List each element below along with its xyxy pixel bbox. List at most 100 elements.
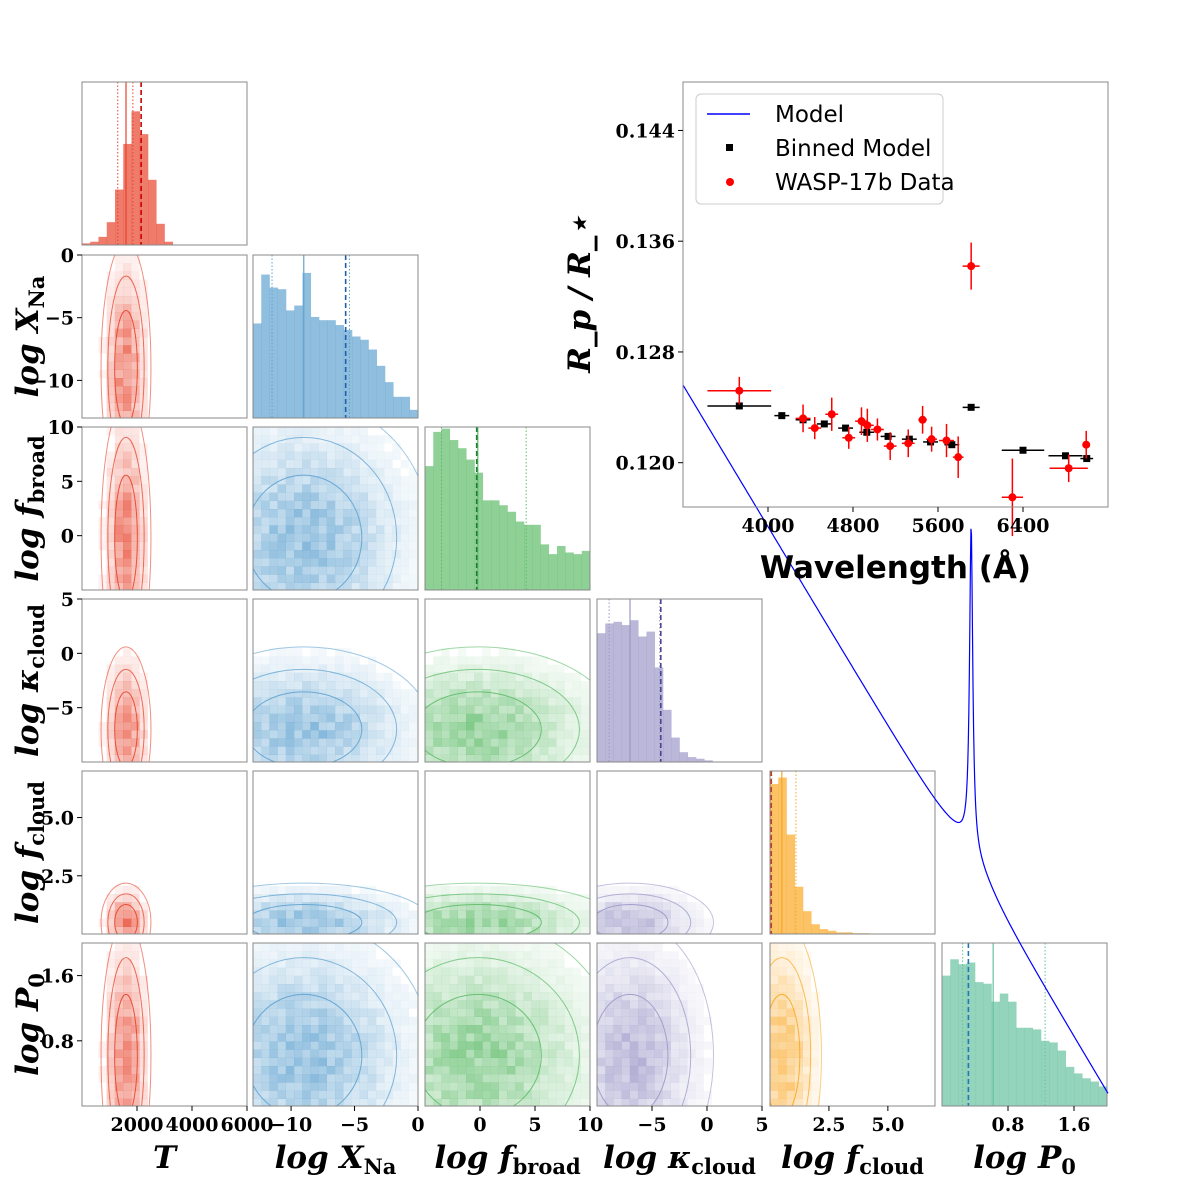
density-cell: [114, 713, 124, 723]
density-cell: [408, 705, 418, 714]
density-cell: [253, 1057, 262, 1067]
density-cell: [490, 1049, 499, 1058]
density-cell: [359, 427, 368, 436]
density-cell: [114, 738, 124, 747]
density-cell: [654, 984, 663, 993]
density-cell: [564, 705, 573, 714]
density-cell: [335, 1082, 344, 1091]
density-cell: [425, 697, 434, 706]
density-cell: [474, 672, 483, 682]
density-cell: [253, 492, 262, 501]
density-cell: [131, 402, 140, 411]
density-cell: [400, 689, 409, 698]
hist-bar: [1008, 1001, 1017, 1106]
density-cell: [310, 951, 319, 960]
density-cell: [131, 722, 140, 731]
density-cell: [253, 550, 262, 559]
density-cell: [572, 1049, 581, 1058]
density-cell: [269, 1049, 278, 1058]
density-cell: [580, 992, 590, 1001]
density-cell: [98, 345, 107, 354]
density-cell: [662, 894, 671, 903]
density-cell: [114, 361, 124, 370]
density-cell: [556, 951, 565, 960]
density-cell: [123, 492, 132, 501]
density-cell: [433, 722, 442, 731]
density-cell: [507, 705, 516, 714]
density-cell: [425, 975, 434, 985]
density-cell: [277, 509, 286, 518]
density-cell: [359, 500, 368, 510]
spectrum-y-label: R_p / R_⋆: [562, 215, 598, 374]
density-cell: [114, 885, 124, 895]
density-cell: [670, 1008, 680, 1017]
hist-bar: [1024, 1027, 1034, 1106]
density-cell: [638, 918, 647, 927]
density-cell: [662, 1025, 671, 1034]
density-cell: [294, 894, 303, 903]
density-cell: [106, 1057, 115, 1067]
density-cell: [384, 1033, 393, 1042]
density-cell: [613, 910, 622, 919]
density-cell: [310, 517, 319, 526]
density-layer: [98, 882, 152, 934]
density-cell: [457, 967, 467, 976]
density-cell: [343, 468, 352, 477]
density-cell: [376, 959, 385, 968]
density-cell: [572, 705, 581, 714]
density-cell: [539, 746, 549, 755]
density-cell: [294, 525, 303, 534]
density-cell: [523, 967, 532, 976]
density-cell: [556, 713, 565, 723]
density-cell: [564, 746, 573, 755]
density-cell: [139, 279, 148, 288]
density-cell: [335, 910, 344, 919]
hist-bar: [499, 505, 508, 590]
hist-bar: [507, 511, 517, 590]
density-cell: [285, 697, 295, 706]
density-cell: [466, 1041, 475, 1050]
density-cell: [498, 967, 508, 976]
density-cell: [498, 1090, 508, 1099]
density-cell: [302, 738, 311, 747]
density-cell: [269, 1074, 278, 1083]
density-cell: [294, 902, 303, 911]
density-cell: [106, 992, 115, 1001]
density-cell: [466, 1066, 475, 1075]
density-cell: [335, 427, 344, 436]
density-cell: [679, 1008, 688, 1017]
density-cell: [466, 1008, 475, 1017]
density-cell: [580, 746, 590, 755]
density-cell: [507, 738, 516, 747]
density-cell: [811, 1000, 820, 1009]
density-cell: [131, 484, 140, 493]
density-cell: [400, 459, 409, 469]
density-cell: [351, 1025, 360, 1034]
density-cell: [351, 1041, 360, 1050]
spectrum-y-tick-label: 0.120: [616, 453, 676, 475]
density-cell: [106, 328, 115, 338]
legend-binned-swatch: [726, 144, 733, 151]
legend-box: [695, 93, 944, 205]
density-cell: [572, 754, 581, 762]
density-cell: [131, 1025, 140, 1034]
density-cell: [139, 574, 148, 583]
density-contour: [100, 427, 152, 590]
density-cell: [294, 926, 303, 934]
density-cell: [572, 1016, 581, 1026]
density-cell: [498, 918, 508, 927]
density-cell: [367, 1098, 377, 1106]
density-cell: [572, 918, 581, 927]
density-cell: [367, 664, 377, 673]
density-cell: [310, 1074, 319, 1083]
density-cell: [384, 1008, 393, 1017]
density-cell: [359, 664, 368, 673]
density-panel-log_f_broad-log_f_cloud: [424, 770, 591, 935]
density-cell: [572, 1025, 581, 1034]
density-cell: [123, 902, 132, 911]
density-cell: [294, 656, 303, 665]
density-cell: [285, 1049, 295, 1058]
density-cell: [482, 902, 491, 911]
density-cell: [269, 656, 278, 665]
density-cell: [131, 574, 140, 583]
